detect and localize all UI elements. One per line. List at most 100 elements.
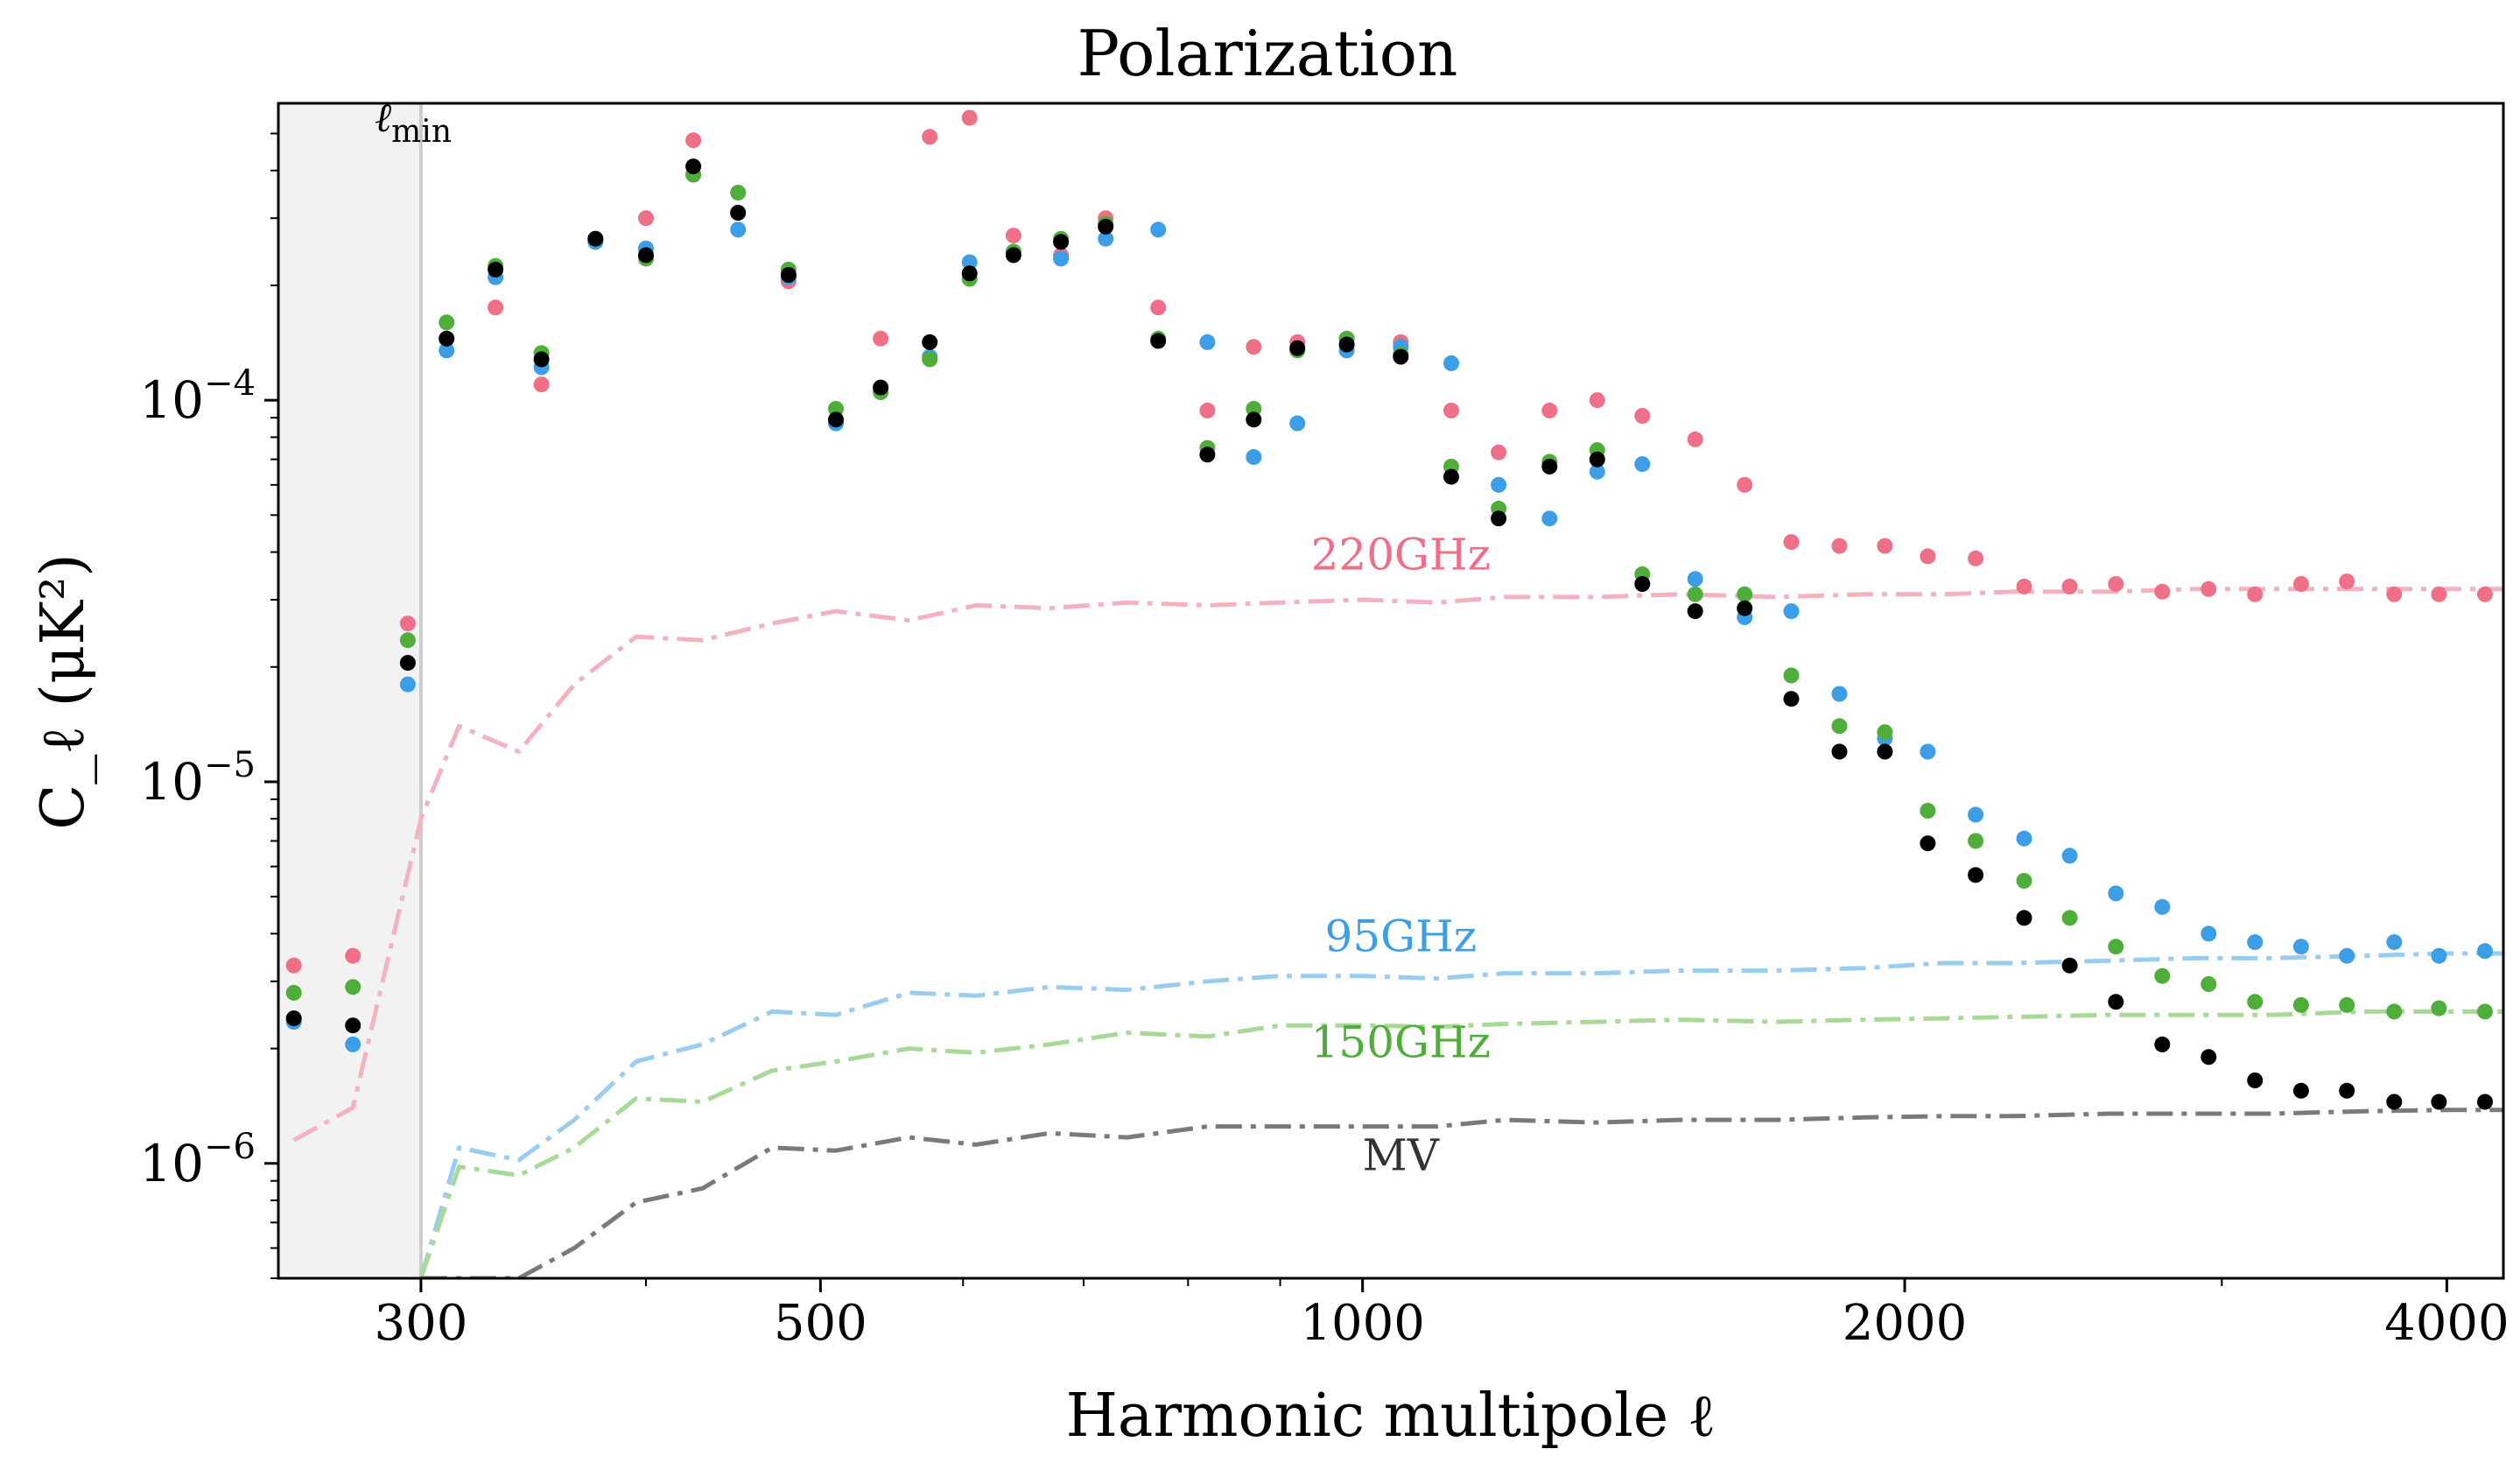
data-point-mv [1541, 458, 1558, 475]
lmin-label: ℓmin [375, 94, 452, 150]
data-point-95ghz [1098, 230, 1114, 247]
data-point-mv [1289, 340, 1306, 356]
data-point-mv [2292, 1082, 2309, 1099]
data-point-95ghz [439, 342, 455, 359]
lmin-shaded-region [278, 103, 421, 1278]
data-point-95ghz [1831, 686, 1848, 702]
data-point-95ghz [961, 254, 978, 271]
data-point-150ghz [285, 984, 302, 1001]
data-point-150ghz [2292, 996, 2309, 1013]
y-axis-label: C_ℓ (μK²) [29, 553, 98, 830]
data-point-95ghz [2339, 947, 2355, 964]
data-point-220ghz [638, 210, 654, 227]
data-point-220ghz [2016, 578, 2032, 594]
data-point-mv [488, 261, 504, 278]
data-point-220ghz [1005, 228, 1021, 244]
data-point-95ghz [1053, 250, 1070, 267]
data-point-150ghz [2108, 939, 2124, 955]
x-tick-label: 500 [774, 1295, 867, 1352]
chart-title: Polarization [1077, 17, 1458, 90]
data-point-150ghz [2061, 910, 2078, 926]
data-point-mv [1005, 247, 1021, 264]
data-point-95ghz [2477, 943, 2493, 960]
data-point-95ghz [345, 1036, 362, 1052]
y-axis-label-group: C_ℓ (μK²) [29, 553, 98, 830]
data-point-95ghz [1246, 449, 1262, 465]
data-point-mv [2108, 994, 2124, 1010]
data-point-mv [1783, 691, 1800, 707]
x-axis-label: Harmonic multipole ℓ [1066, 1382, 1716, 1451]
data-point-95ghz [2154, 898, 2171, 915]
data-point-mv [730, 205, 747, 221]
data-point-mv [2016, 910, 2032, 926]
noise-curve-95ghz [418, 951, 2503, 1278]
noise-curve-220ghz [292, 587, 2503, 1143]
y-tick-label: 10−5 [139, 745, 256, 812]
data-point-mv [2201, 1049, 2217, 1066]
data-point-95ghz [2247, 934, 2264, 951]
data-point-150ghz [1687, 586, 1703, 602]
data-point-mv [1737, 600, 1753, 616]
data-point-95ghz [1289, 415, 1306, 432]
data-point-mv [439, 330, 455, 347]
data-point-220ghz [1920, 548, 1936, 565]
data-point-220ghz [1589, 392, 1605, 409]
data-point-95ghz [2061, 848, 2078, 864]
data-point-220ghz [1687, 431, 1703, 447]
data-point-mv [1589, 451, 1605, 468]
data-point-220ghz [285, 957, 302, 974]
data-point-150ghz [1920, 803, 1936, 819]
data-point-150ghz [345, 979, 362, 995]
data-point-mv [1098, 218, 1114, 235]
data-point-mv [961, 265, 978, 282]
data-point-220ghz [533, 376, 550, 393]
data-point-mv [1246, 411, 1262, 428]
series-label-mv: MV [1363, 1130, 1440, 1181]
data-point-mv [587, 230, 604, 247]
data-point-220ghz [1491, 444, 1507, 461]
data-point-mv [1491, 510, 1507, 527]
data-point-95ghz [730, 222, 747, 238]
data-point-mv [1877, 743, 1893, 760]
data-point-mv [780, 267, 797, 283]
data-point-220ghz [2108, 576, 2124, 592]
data-point-220ghz [488, 299, 504, 316]
series-label-95ghz: 95GHz [1325, 911, 1478, 961]
data-point-220ghz [399, 615, 416, 632]
series-label-220ghz: 220GHz [1311, 530, 1491, 580]
data-point-150ghz [2431, 1000, 2447, 1016]
data-point-mv [345, 1017, 362, 1034]
data-point-150ghz [828, 400, 844, 417]
data-point-mv [1687, 603, 1703, 620]
data-point-95ghz [1199, 334, 1216, 350]
x-tick-label: 2000 [1843, 1295, 1968, 1352]
data-point-220ghz [1634, 408, 1651, 424]
data-point-mv [2247, 1073, 2264, 1088]
data-point-mv [1634, 576, 1651, 592]
data-point-mv [922, 334, 938, 350]
data-point-95ghz [1783, 603, 1800, 620]
data-point-mv [1831, 743, 1848, 760]
data-point-150ghz [2154, 967, 2171, 984]
data-point-150ghz [1737, 586, 1753, 602]
data-point-mv [1443, 468, 1459, 485]
data-point-220ghz [1541, 402, 1558, 418]
data-point-150ghz [2477, 1003, 2493, 1020]
data-point-mv [285, 1010, 302, 1027]
data-point-220ghz [1831, 538, 1848, 554]
data-point-mv [399, 655, 416, 672]
data-point-220ghz [2154, 583, 2171, 600]
data-point-220ghz [1737, 476, 1753, 493]
series-labels: 220GHz 95GHz 150GHz MV [1311, 530, 1491, 1181]
data-point-mv [1150, 333, 1167, 349]
noise-curve-mv [420, 1108, 2503, 1278]
data-point-mv [2061, 957, 2078, 974]
data-point-mv [685, 158, 702, 175]
x-tick-label: 1000 [1300, 1295, 1425, 1352]
data-point-95ghz [2292, 939, 2309, 955]
data-point-220ghz [2477, 586, 2493, 602]
data-point-220ghz [345, 947, 362, 964]
data-point-95ghz [1687, 571, 1703, 587]
data-point-150ghz [1968, 833, 1984, 849]
